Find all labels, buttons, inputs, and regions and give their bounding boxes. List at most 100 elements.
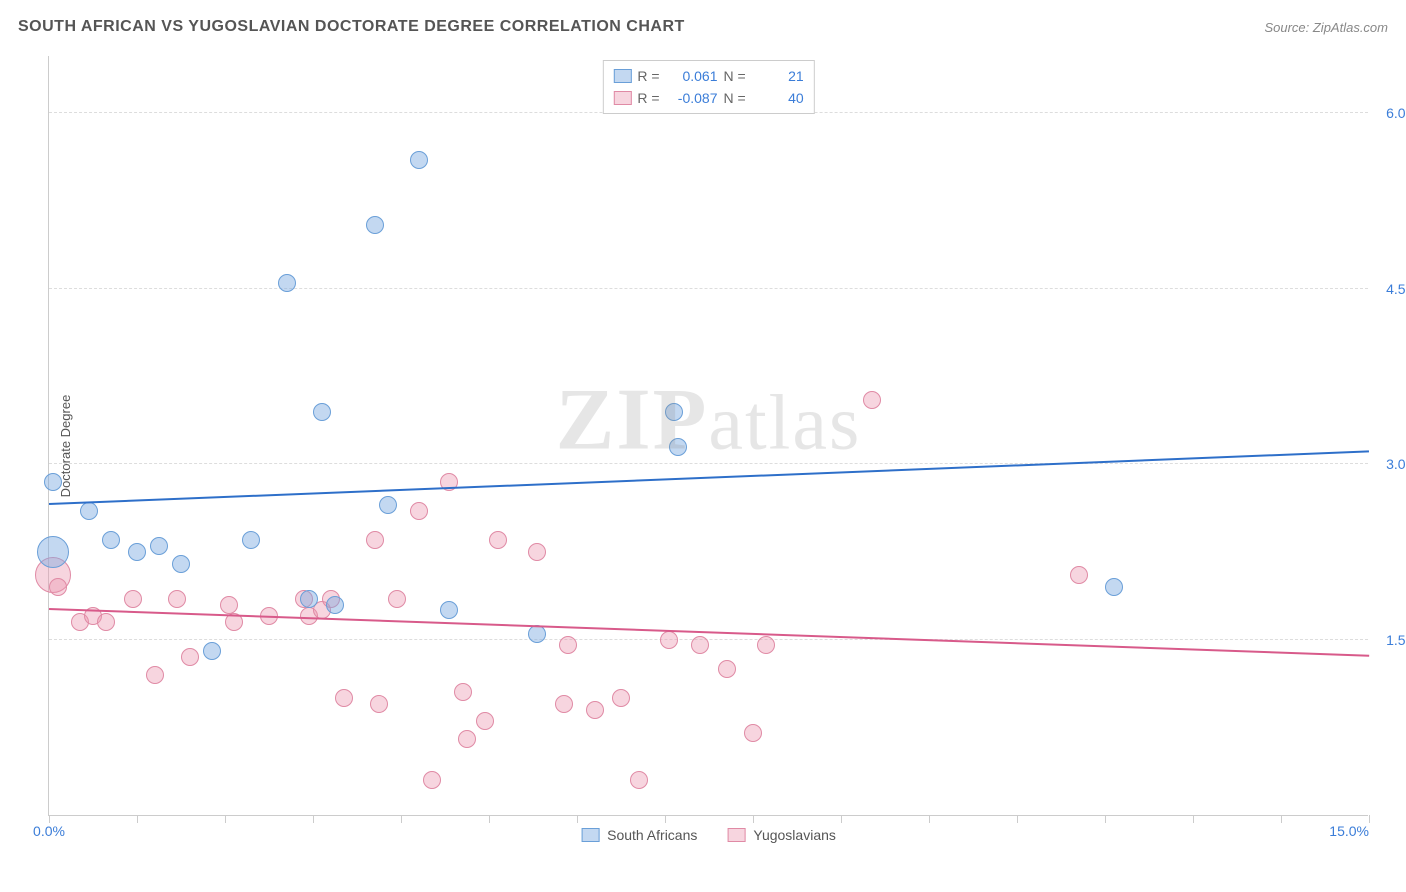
x-tick — [225, 815, 226, 823]
plot-area: ZIPatlas R = 0.061 N = 21 R = -0.087 N =… — [48, 56, 1368, 816]
data-point-yugoslavians — [612, 689, 630, 707]
x-tick-label: 0.0% — [33, 823, 65, 839]
data-point-yugoslavians — [630, 771, 648, 789]
data-point-yugoslavians — [489, 531, 507, 549]
data-point-yugoslavians — [718, 660, 736, 678]
legend-stats-row-yu: R = -0.087 N = 40 — [613, 87, 803, 109]
data-point-south-africans — [102, 531, 120, 549]
watermark-zip: ZIP — [556, 372, 709, 469]
x-tick — [841, 815, 842, 823]
y-tick-label: 6.0% — [1373, 105, 1406, 121]
watermark-atlas: atlas — [708, 379, 861, 466]
x-tick — [929, 815, 930, 823]
data-point-yugoslavians — [458, 730, 476, 748]
data-point-yugoslavians — [863, 391, 881, 409]
data-point-south-africans — [80, 502, 98, 520]
r-label-sa: R = — [637, 65, 659, 87]
x-tick — [577, 815, 578, 823]
source-label: Source: — [1264, 20, 1312, 35]
x-tick — [1369, 815, 1370, 823]
data-point-south-africans — [44, 473, 62, 491]
data-point-yugoslavians — [423, 771, 441, 789]
data-point-south-africans — [440, 601, 458, 619]
data-point-south-africans — [669, 438, 687, 456]
data-point-yugoslavians — [476, 712, 494, 730]
legend-stats: R = 0.061 N = 21 R = -0.087 N = 40 — [602, 60, 814, 114]
data-point-yugoslavians — [220, 596, 238, 614]
data-point-yugoslavians — [744, 724, 762, 742]
x-tick — [1281, 815, 1282, 823]
data-point-south-africans — [128, 543, 146, 561]
y-tick-label: 3.0% — [1373, 456, 1406, 472]
data-point-yugoslavians — [335, 689, 353, 707]
n-label-yu: N = — [724, 87, 746, 109]
x-tick — [401, 815, 402, 823]
legend-swatch-yu — [613, 91, 631, 105]
legend-label-yu: Yugoslavians — [753, 827, 836, 843]
x-tick — [137, 815, 138, 823]
n-value-sa: 21 — [752, 65, 804, 87]
gridline-horizontal — [49, 639, 1368, 640]
data-point-yugoslavians — [370, 695, 388, 713]
data-point-yugoslavians — [454, 683, 472, 701]
data-point-south-africans — [366, 216, 384, 234]
data-point-yugoslavians — [388, 590, 406, 608]
x-tick — [665, 815, 666, 823]
data-point-south-africans — [203, 642, 221, 660]
data-point-south-africans — [379, 496, 397, 514]
r-value-sa: 0.061 — [666, 65, 718, 87]
data-point-yugoslavians — [757, 636, 775, 654]
chart-header: SOUTH AFRICAN VS YUGOSLAVIAN DOCTORATE D… — [18, 18, 1388, 36]
x-tick — [753, 815, 754, 823]
legend-swatch-yu-bottom — [727, 828, 745, 842]
x-tick — [1193, 815, 1194, 823]
data-point-yugoslavians — [168, 590, 186, 608]
data-point-yugoslavians — [366, 531, 384, 549]
gridline-horizontal — [49, 288, 1368, 289]
watermark: ZIPatlas — [556, 370, 862, 471]
data-point-south-africans — [278, 274, 296, 292]
legend-swatch-sa — [613, 69, 631, 83]
y-tick-label: 1.5% — [1373, 632, 1406, 648]
trendline — [49, 451, 1369, 506]
chart-title: SOUTH AFRICAN VS YUGOSLAVIAN DOCTORATE D… — [18, 18, 685, 36]
data-point-south-africans — [313, 403, 331, 421]
trendline — [49, 608, 1369, 657]
data-point-south-africans — [665, 403, 683, 421]
data-point-south-africans — [326, 596, 344, 614]
gridline-horizontal — [49, 463, 1368, 464]
n-value-yu: 40 — [752, 87, 804, 109]
x-tick-label: 15.0% — [1329, 823, 1369, 839]
legend-item-yu: Yugoslavians — [727, 827, 836, 843]
y-tick-label: 4.5% — [1373, 281, 1406, 297]
legend-series: South Africans Yugoslavians — [581, 827, 836, 843]
data-point-south-africans — [150, 537, 168, 555]
data-point-yugoslavians — [124, 590, 142, 608]
data-point-south-africans — [37, 536, 69, 568]
x-tick — [1105, 815, 1106, 823]
data-point-south-africans — [410, 151, 428, 169]
data-point-yugoslavians — [49, 578, 67, 596]
data-point-yugoslavians — [528, 543, 546, 561]
x-tick — [489, 815, 490, 823]
data-point-south-africans — [300, 590, 318, 608]
data-point-yugoslavians — [146, 666, 164, 684]
data-point-yugoslavians — [97, 613, 115, 631]
data-point-south-africans — [1105, 578, 1123, 596]
data-point-yugoslavians — [555, 695, 573, 713]
source-text: Source: ZipAtlas.com — [1264, 20, 1388, 35]
n-label-sa: N = — [724, 65, 746, 87]
data-point-south-africans — [242, 531, 260, 549]
x-tick — [1017, 815, 1018, 823]
r-label-yu: R = — [637, 87, 659, 109]
data-point-yugoslavians — [181, 648, 199, 666]
data-point-yugoslavians — [660, 631, 678, 649]
data-point-yugoslavians — [559, 636, 577, 654]
r-value-yu: -0.087 — [666, 87, 718, 109]
data-point-yugoslavians — [691, 636, 709, 654]
x-tick — [313, 815, 314, 823]
data-point-south-africans — [172, 555, 190, 573]
source-name: ZipAtlas.com — [1313, 20, 1388, 35]
legend-stats-row-sa: R = 0.061 N = 21 — [613, 65, 803, 87]
legend-swatch-sa-bottom — [581, 828, 599, 842]
